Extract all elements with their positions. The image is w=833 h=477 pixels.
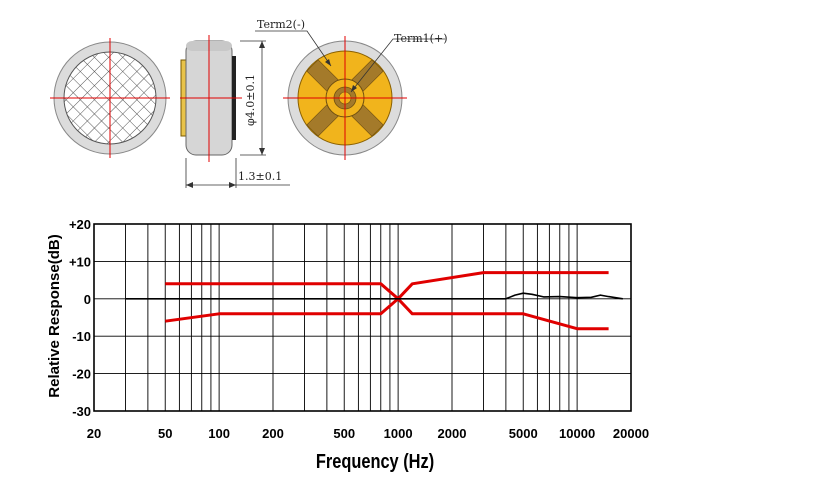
lower-limit-line [164, 297, 609, 331]
back-view [255, 30, 445, 160]
y-tick-labels: +20 +10 0 -10 -20 -30 [69, 217, 91, 419]
x-tick-label: 5000 [509, 426, 538, 441]
y-tick-label: 0 [84, 292, 91, 307]
response-line [125, 292, 623, 300]
x-tick-labels: 20 50 100 200 500 1000 2000 5000 10000 20000 [87, 426, 649, 441]
x-tick-label: 2000 [438, 426, 467, 441]
x-axis-title: Frequency (Hz) [316, 449, 434, 472]
x-tick-label: 100 [208, 426, 230, 441]
term2-label: Term2(-) [257, 18, 305, 31]
frequency-response-chart: +20 +10 0 -10 -20 -30 20 50 100 200 500 1000 2000 50… [46, 217, 649, 472]
y-tick-label: -30 [72, 404, 91, 419]
x-tick-label: 20 [87, 426, 101, 441]
plot-frame [93, 223, 632, 412]
y-axis-title: Relative Response(dB) [46, 234, 63, 397]
thickness-dimension-label: 1.3±0.1 [238, 170, 282, 183]
term1-label: Term1(+) [394, 32, 447, 45]
side-view [180, 35, 290, 188]
upper-limit-line [165, 271, 609, 301]
y-tick-label: +10 [69, 254, 91, 269]
x-tick-label: 1000 [384, 426, 413, 441]
x-tick-label: 500 [333, 426, 355, 441]
x-tick-label: 200 [262, 426, 284, 441]
x-tick-label: 20000 [613, 426, 649, 441]
front-view [50, 38, 170, 158]
x-tick-label: 10000 [559, 426, 595, 441]
y-tick-label: -20 [72, 367, 91, 382]
series-layer [125, 271, 623, 331]
plot-area [94, 224, 631, 411]
y-tick-label: +20 [69, 217, 91, 232]
diameter-dimension-label: φ4.0±0.1 [244, 74, 257, 126]
y-tick-label: -10 [72, 329, 91, 344]
x-tick-label: 50 [158, 426, 172, 441]
